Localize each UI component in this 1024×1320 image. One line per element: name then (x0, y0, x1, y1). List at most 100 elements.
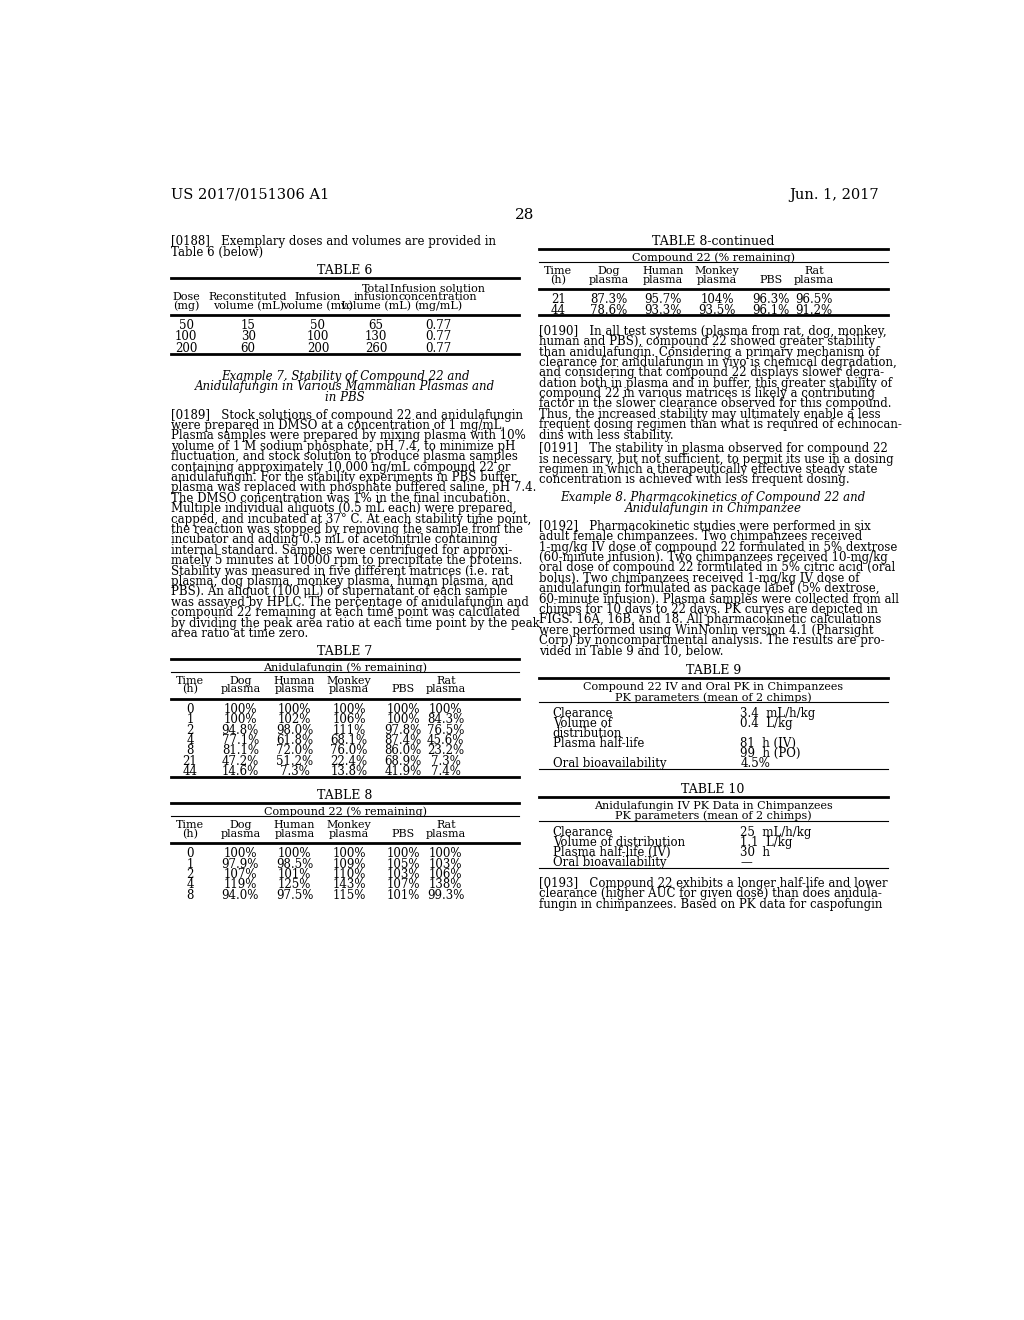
Text: plasma: plasma (274, 829, 314, 838)
Text: plasma: plasma (426, 829, 466, 838)
Text: [0189]   Stock solutions of compound 22 and anidulafungin: [0189] Stock solutions of compound 22 an… (171, 409, 522, 421)
Text: [0191]   The stability in plasma observed for compound 22: [0191] The stability in plasma observed … (539, 442, 888, 455)
Text: 13.8%: 13.8% (331, 766, 368, 779)
Text: 86.0%: 86.0% (384, 744, 422, 758)
Text: capped, and incubated at 37° C. At each stability time point,: capped, and incubated at 37° C. At each … (171, 512, 530, 525)
Text: plasma: plasma (697, 275, 737, 285)
Text: Dog: Dog (229, 820, 252, 830)
Text: plasma, dog plasma, monkey plasma, human plasma, and: plasma, dog plasma, monkey plasma, human… (171, 576, 513, 587)
Text: 125%: 125% (278, 878, 311, 891)
Text: TABLE 8-continued: TABLE 8-continued (652, 235, 774, 248)
Text: Time: Time (544, 267, 572, 276)
Text: 107%: 107% (386, 878, 420, 891)
Text: 44: 44 (551, 304, 565, 317)
Text: Infusion: Infusion (295, 293, 341, 302)
Text: 2: 2 (186, 723, 194, 737)
Text: PBS: PBS (391, 829, 415, 838)
Text: volume (mL): volume (mL) (341, 301, 412, 312)
Text: plasma: plasma (794, 275, 834, 285)
Text: 111%: 111% (332, 723, 366, 737)
Text: Anidulafungin in Chimpanzee: Anidulafungin in Chimpanzee (625, 502, 802, 515)
Text: 138%: 138% (429, 878, 463, 891)
Text: fungin in chimpanzees. Based on PK data for caspofungin: fungin in chimpanzees. Based on PK data … (539, 898, 882, 911)
Text: was assayed by HPLC. The percentage of anidulafungin and: was assayed by HPLC. The percentage of a… (171, 595, 528, 609)
Text: 41.9%: 41.9% (384, 766, 422, 779)
Text: in PBS: in PBS (326, 391, 365, 404)
Text: Time: Time (176, 820, 204, 830)
Text: 100%: 100% (223, 713, 257, 726)
Text: Multiple individual aliquots (0.5 mL each) were prepared,: Multiple individual aliquots (0.5 mL eac… (171, 502, 516, 515)
Text: 100%: 100% (278, 847, 311, 861)
Text: 50: 50 (178, 319, 194, 333)
Text: clearance for anidulafungin in vivo is chemical degradation,: clearance for anidulafungin in vivo is c… (539, 356, 896, 368)
Text: Jun. 1, 2017: Jun. 1, 2017 (790, 187, 879, 202)
Text: 23.2%: 23.2% (427, 744, 464, 758)
Text: 1: 1 (186, 713, 194, 726)
Text: incubator and adding 0.5 mL of acetonitrile containing: incubator and adding 0.5 mL of acetonitr… (171, 533, 498, 546)
Text: 68.1%: 68.1% (331, 734, 368, 747)
Text: Compound 22 (% remaining): Compound 22 (% remaining) (263, 807, 427, 817)
Text: 93.3%: 93.3% (644, 304, 681, 317)
Text: 78.6%: 78.6% (590, 304, 627, 317)
Text: 4: 4 (186, 878, 194, 891)
Text: 105%: 105% (386, 858, 420, 871)
Text: oral dose of compound 22 formulated in 5% citric acid (oral: oral dose of compound 22 formulated in 5… (539, 561, 895, 574)
Text: 4.5%: 4.5% (740, 758, 770, 771)
Text: 8: 8 (186, 888, 194, 902)
Text: than anidulafungin. Considering a primary mechanism of: than anidulafungin. Considering a primar… (539, 346, 880, 359)
Text: 110%: 110% (332, 869, 366, 880)
Text: adult female chimpanzees. Two chimpanzees received: adult female chimpanzees. Two chimpanzee… (539, 531, 862, 544)
Text: 0: 0 (186, 847, 194, 861)
Text: 65: 65 (369, 319, 384, 333)
Text: Thus, the increased stability may ultimately enable a less: Thus, the increased stability may ultima… (539, 408, 881, 421)
Text: Compound 22 IV and Oral PK in Chimpanzees: Compound 22 IV and Oral PK in Chimpanzee… (583, 682, 843, 692)
Text: 97.8%: 97.8% (384, 723, 422, 737)
Text: distribution: distribution (553, 727, 622, 741)
Text: 91.2%: 91.2% (796, 304, 833, 317)
Text: 14.6%: 14.6% (222, 766, 259, 779)
Text: 1.1  L/kg: 1.1 L/kg (740, 836, 793, 849)
Text: 60-minute infusion). Plasma samples were collected from all: 60-minute infusion). Plasma samples were… (539, 593, 899, 606)
Text: 22.4%: 22.4% (331, 755, 368, 768)
Text: 119%: 119% (223, 878, 257, 891)
Text: bolus). Two chimpanzees received 1-mg/kg IV dose of: bolus). Two chimpanzees received 1-mg/kg… (539, 572, 859, 585)
Text: 98.0%: 98.0% (276, 723, 313, 737)
Text: 30  h: 30 h (740, 846, 770, 859)
Text: 100%: 100% (332, 702, 366, 715)
Text: plasma: plasma (329, 829, 369, 838)
Text: internal standard. Samples were centrifuged for approxi-: internal standard. Samples were centrifu… (171, 544, 512, 557)
Text: volume (mL): volume (mL) (213, 301, 284, 312)
Text: (h): (h) (182, 684, 198, 694)
Text: Human: Human (642, 267, 683, 276)
Text: 7.4%: 7.4% (431, 766, 461, 779)
Text: 61.8%: 61.8% (276, 734, 313, 747)
Text: 2: 2 (186, 869, 194, 880)
Text: PBS). An aliquot (100 μL) of supernatant of each sample: PBS). An aliquot (100 μL) of supernatant… (171, 585, 507, 598)
Text: PK parameters (mean of 2 chimps): PK parameters (mean of 2 chimps) (614, 810, 811, 821)
Text: Corp) by noncompartmental analysis. The results are pro-: Corp) by noncompartmental analysis. The … (539, 635, 885, 647)
Text: 100: 100 (306, 330, 329, 343)
Text: 72.0%: 72.0% (276, 744, 313, 758)
Text: volume (mL): volume (mL) (283, 301, 353, 312)
Text: [0190]   In all test systems (plasma from rat, dog, monkey,: [0190] In all test systems (plasma from … (539, 325, 887, 338)
Text: area ratio at time zero.: area ratio at time zero. (171, 627, 308, 640)
Text: TABLE 7: TABLE 7 (317, 645, 373, 659)
Text: Plasma samples were prepared by mixing plasma with 10%: Plasma samples were prepared by mixing p… (171, 429, 525, 442)
Text: 100%: 100% (223, 847, 257, 861)
Text: 96.5%: 96.5% (796, 293, 833, 306)
Text: plasma: plasma (220, 829, 260, 838)
Text: TABLE 10: TABLE 10 (681, 783, 744, 796)
Text: [0192]   Pharmacokinetic studies were performed in six: [0192] Pharmacokinetic studies were perf… (539, 520, 870, 533)
Text: 76.0%: 76.0% (330, 744, 368, 758)
Text: Time: Time (176, 676, 204, 686)
Text: Human: Human (273, 676, 315, 686)
Text: Dose: Dose (172, 293, 200, 302)
Text: Plasma half-life (IV): Plasma half-life (IV) (553, 846, 671, 859)
Text: plasma: plasma (643, 275, 683, 285)
Text: 109%: 109% (332, 858, 366, 871)
Text: 1: 1 (186, 858, 194, 871)
Text: 0: 0 (186, 702, 194, 715)
Text: 45.6%: 45.6% (427, 734, 465, 747)
Text: plasma was replaced with phosphate buffered saline, pH 7.4.: plasma was replaced with phosphate buffe… (171, 482, 536, 495)
Text: 100%: 100% (386, 702, 420, 715)
